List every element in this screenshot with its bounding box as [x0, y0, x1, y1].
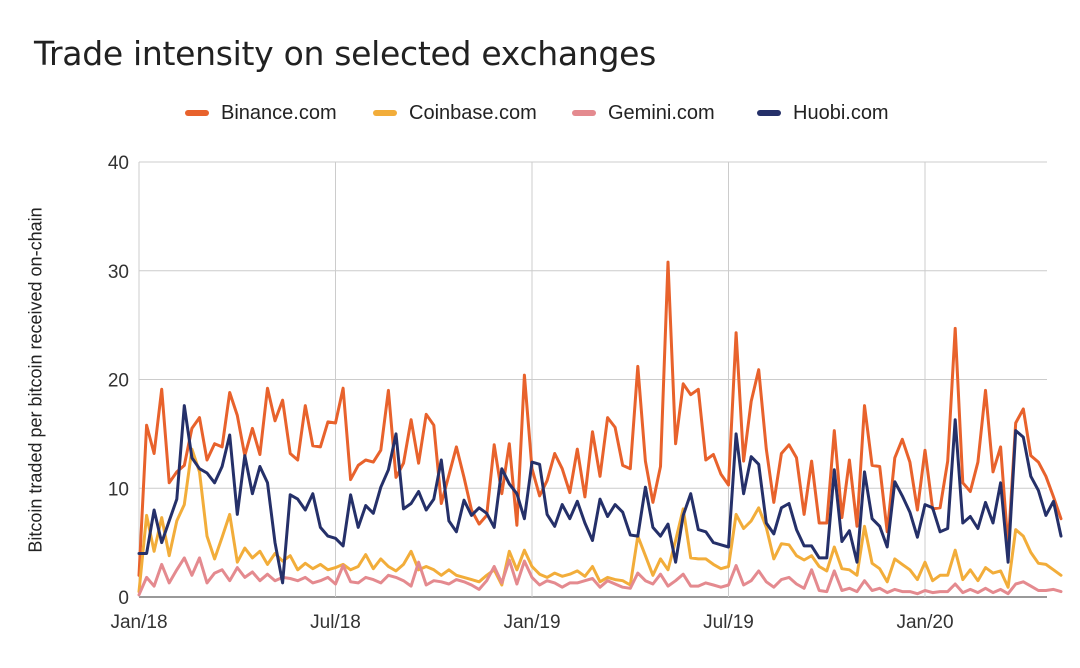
y-tick-label: 0	[118, 588, 129, 609]
legend-swatch-huobi	[757, 110, 781, 116]
legend-label-gemini: Gemini.com	[608, 101, 715, 124]
legend-swatch-coinbase	[373, 110, 397, 116]
legend-label-coinbase: Coinbase.com	[409, 101, 537, 124]
series-line-gemini	[137, 556, 1063, 597]
legend-label-huobi: Huobi.com	[793, 101, 889, 124]
y-tick-label: 20	[108, 371, 129, 392]
y-tick-label: 40	[108, 153, 129, 174]
y-tick-label: 10	[108, 479, 129, 500]
x-tick-label: Jul/19	[703, 612, 754, 633]
x-tick-label: Jul/18	[310, 612, 361, 633]
legend-item-huobi[interactable]: Huobi.com	[757, 98, 889, 128]
legend-item-coinbase[interactable]: Coinbase.com	[373, 98, 537, 128]
legend-swatch-gemini	[572, 110, 596, 116]
legend-item-binance[interactable]: Binance.com	[185, 98, 337, 128]
x-tick-label: Jan/20	[896, 612, 953, 633]
series-line-huobi	[137, 404, 1063, 585]
x-tick-label: Jan/19	[503, 612, 560, 633]
x-tick-label: Jan/18	[110, 612, 167, 633]
y-tick-label: 30	[108, 262, 129, 283]
legend-item-gemini[interactable]: Gemini.com	[572, 98, 715, 128]
legend-swatch-binance	[185, 110, 209, 116]
chart-title: Trade intensity on selected exchanges	[34, 34, 656, 73]
legend-label-binance: Binance.com	[221, 101, 337, 124]
series-line-binance	[137, 260, 1063, 577]
series-line-coinbase	[137, 447, 1063, 594]
legend: Binance.com Coinbase.com Gemini.com Huob…	[0, 98, 1080, 128]
